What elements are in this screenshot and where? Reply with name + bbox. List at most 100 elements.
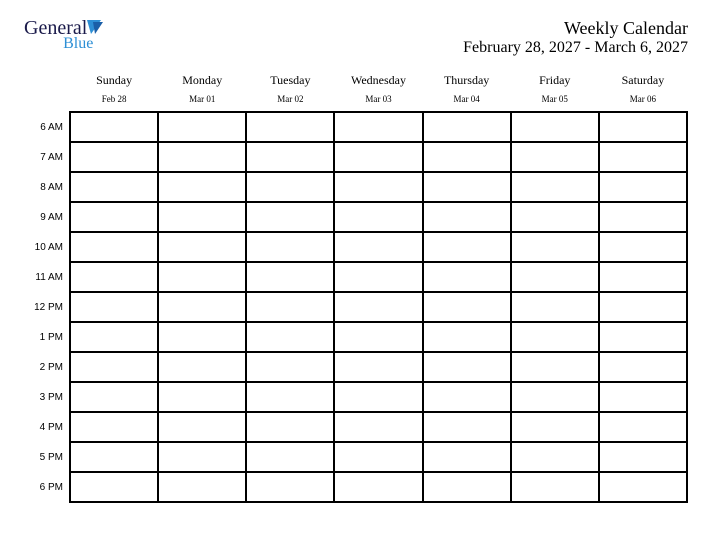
day-name: Wednesday — [334, 73, 422, 88]
calendar-cell[interactable] — [70, 292, 158, 322]
calendar-cell[interactable] — [423, 472, 511, 502]
calendar-cell[interactable] — [599, 292, 687, 322]
calendar-cell[interactable] — [158, 262, 246, 292]
calendar-cell[interactable] — [246, 352, 334, 382]
calendar-cell[interactable] — [511, 472, 599, 502]
calendar-cell[interactable] — [246, 322, 334, 352]
calendar-cell[interactable] — [423, 322, 511, 352]
calendar-cell[interactable] — [246, 262, 334, 292]
calendar-cell[interactable] — [599, 262, 687, 292]
calendar-cell[interactable] — [158, 232, 246, 262]
calendar-cell[interactable] — [511, 442, 599, 472]
calendar-cell[interactable] — [70, 112, 158, 142]
calendar-cell[interactable] — [599, 202, 687, 232]
calendar-cell[interactable] — [511, 352, 599, 382]
calendar-cell[interactable] — [70, 202, 158, 232]
calendar-cell[interactable] — [511, 322, 599, 352]
col-header: Feb 28 — [70, 90, 158, 106]
calendar-cell[interactable] — [334, 352, 422, 382]
calendar-cell[interactable] — [246, 412, 334, 442]
calendar-cell[interactable] — [70, 172, 158, 202]
calendar-cell[interactable] — [158, 442, 246, 472]
calendar-cell[interactable] — [423, 112, 511, 142]
calendar-cell[interactable] — [70, 322, 158, 352]
calendar-cell[interactable] — [246, 292, 334, 322]
calendar-cell[interactable] — [599, 112, 687, 142]
calendar-cell[interactable] — [158, 202, 246, 232]
calendar-cell[interactable] — [158, 172, 246, 202]
calendar-cell[interactable] — [423, 232, 511, 262]
calendar-cell[interactable] — [246, 442, 334, 472]
calendar-cell[interactable] — [423, 382, 511, 412]
calendar-cell[interactable] — [511, 292, 599, 322]
calendar-cell[interactable] — [158, 142, 246, 172]
calendar-cell[interactable] — [423, 292, 511, 322]
calendar-cell[interactable] — [70, 412, 158, 442]
calendar-cell[interactable] — [599, 472, 687, 502]
calendar-cell[interactable] — [599, 382, 687, 412]
calendar-cell[interactable] — [246, 232, 334, 262]
calendar-cell[interactable] — [511, 172, 599, 202]
calendar-cell[interactable] — [599, 232, 687, 262]
calendar-cell[interactable] — [158, 322, 246, 352]
calendar-cell[interactable] — [70, 142, 158, 172]
calendar-cell[interactable] — [70, 472, 158, 502]
calendar-cell[interactable] — [334, 112, 422, 142]
calendar-cell[interactable] — [423, 142, 511, 172]
calendar-cell[interactable] — [334, 292, 422, 322]
calendar-cell[interactable] — [70, 352, 158, 382]
calendar-cell[interactable] — [599, 412, 687, 442]
calendar-cell[interactable] — [511, 112, 599, 142]
calendar-cell[interactable] — [70, 232, 158, 262]
calendar-cell[interactable] — [246, 112, 334, 142]
calendar-cell[interactable] — [158, 472, 246, 502]
calendar-cell[interactable] — [246, 472, 334, 502]
calendar-cell[interactable] — [158, 352, 246, 382]
calendar-cell[interactable] — [599, 322, 687, 352]
calendar-cell[interactable] — [511, 412, 599, 442]
calendar-cell[interactable] — [334, 172, 422, 202]
col-header: Mar 04 — [423, 90, 511, 106]
calendar-cell[interactable] — [511, 232, 599, 262]
calendar-cell[interactable] — [423, 262, 511, 292]
calendar-cell[interactable] — [334, 262, 422, 292]
title-block: Weekly Calendar February 28, 2027 - Marc… — [463, 18, 688, 57]
calendar-cell[interactable] — [599, 172, 687, 202]
calendar-cell[interactable] — [423, 412, 511, 442]
calendar-cell[interactable] — [511, 202, 599, 232]
calendar-cell[interactable] — [423, 172, 511, 202]
calendar-cell[interactable] — [70, 262, 158, 292]
calendar-cell[interactable] — [246, 142, 334, 172]
day-date: Mar 01 — [158, 94, 246, 104]
col-header: Wednesday — [334, 71, 422, 90]
calendar-cell[interactable] — [334, 382, 422, 412]
calendar-cell[interactable] — [423, 352, 511, 382]
calendar-cell[interactable] — [423, 202, 511, 232]
calendar-cell[interactable] — [334, 232, 422, 262]
calendar-cell[interactable] — [599, 442, 687, 472]
calendar-cell[interactable] — [334, 412, 422, 442]
calendar-cell[interactable] — [70, 382, 158, 412]
calendar-cell[interactable] — [158, 112, 246, 142]
col-header: Mar 01 — [158, 90, 246, 106]
calendar-cell[interactable] — [158, 292, 246, 322]
calendar-cell[interactable] — [246, 382, 334, 412]
calendar-cell[interactable] — [334, 472, 422, 502]
calendar-cell[interactable] — [511, 142, 599, 172]
calendar-cell[interactable] — [70, 442, 158, 472]
calendar-cell[interactable] — [599, 352, 687, 382]
calendar-cell[interactable] — [423, 442, 511, 472]
day-date: Mar 04 — [423, 94, 511, 104]
calendar-cell[interactable] — [246, 172, 334, 202]
calendar-cell[interactable] — [158, 412, 246, 442]
calendar-cell[interactable] — [334, 142, 422, 172]
calendar-cell[interactable] — [511, 262, 599, 292]
calendar-cell[interactable] — [158, 382, 246, 412]
calendar-cell[interactable] — [334, 202, 422, 232]
calendar-cell[interactable] — [334, 322, 422, 352]
calendar-cell[interactable] — [246, 202, 334, 232]
page-title: Weekly Calendar — [463, 18, 688, 39]
calendar-cell[interactable] — [599, 142, 687, 172]
calendar-cell[interactable] — [334, 442, 422, 472]
calendar-cell[interactable] — [511, 382, 599, 412]
